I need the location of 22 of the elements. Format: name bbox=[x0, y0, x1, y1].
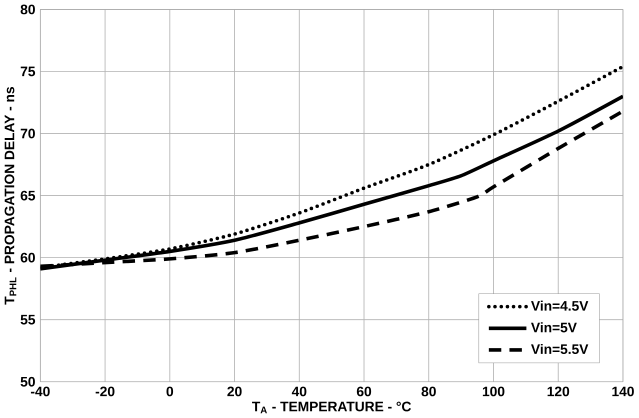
y-tick-label: 80 bbox=[20, 4, 35, 14]
x-tick-label: -20 bbox=[96, 386, 114, 396]
x-axis-title: T$_{A}$ - TEMPERATURE - °C bbox=[252, 402, 412, 414]
y-axis-title: T$_{PHL}$ - PROPAGATION DELAY - ns bbox=[4, 87, 16, 305]
x-tick-label: 20 bbox=[227, 386, 242, 396]
y-tick-label: 50 bbox=[20, 376, 35, 387]
x-tick-label: 120 bbox=[548, 386, 570, 396]
x-tick-label: 0 bbox=[166, 386, 174, 396]
y-tick-label: 55 bbox=[20, 314, 36, 325]
y-tick-label: 65 bbox=[20, 190, 36, 201]
x-tick-label: -40 bbox=[30, 386, 50, 396]
x-tick-label: 100 bbox=[482, 386, 504, 396]
x-tick-label: 80 bbox=[422, 386, 436, 396]
legend-label: Vin=5V bbox=[531, 322, 577, 332]
legend-label: Vin=5.5V bbox=[531, 344, 588, 354]
y-tick-label: 75 bbox=[20, 66, 36, 76]
x-tick-label: 60 bbox=[356, 386, 372, 396]
y-tick-label: 60 bbox=[20, 252, 35, 263]
legend-label: Vin=4.5V bbox=[531, 300, 588, 311]
x-tick-label: 40 bbox=[292, 386, 306, 396]
x-tick-label: 140 bbox=[612, 386, 634, 396]
y-tick-label: 70 bbox=[20, 128, 35, 138]
